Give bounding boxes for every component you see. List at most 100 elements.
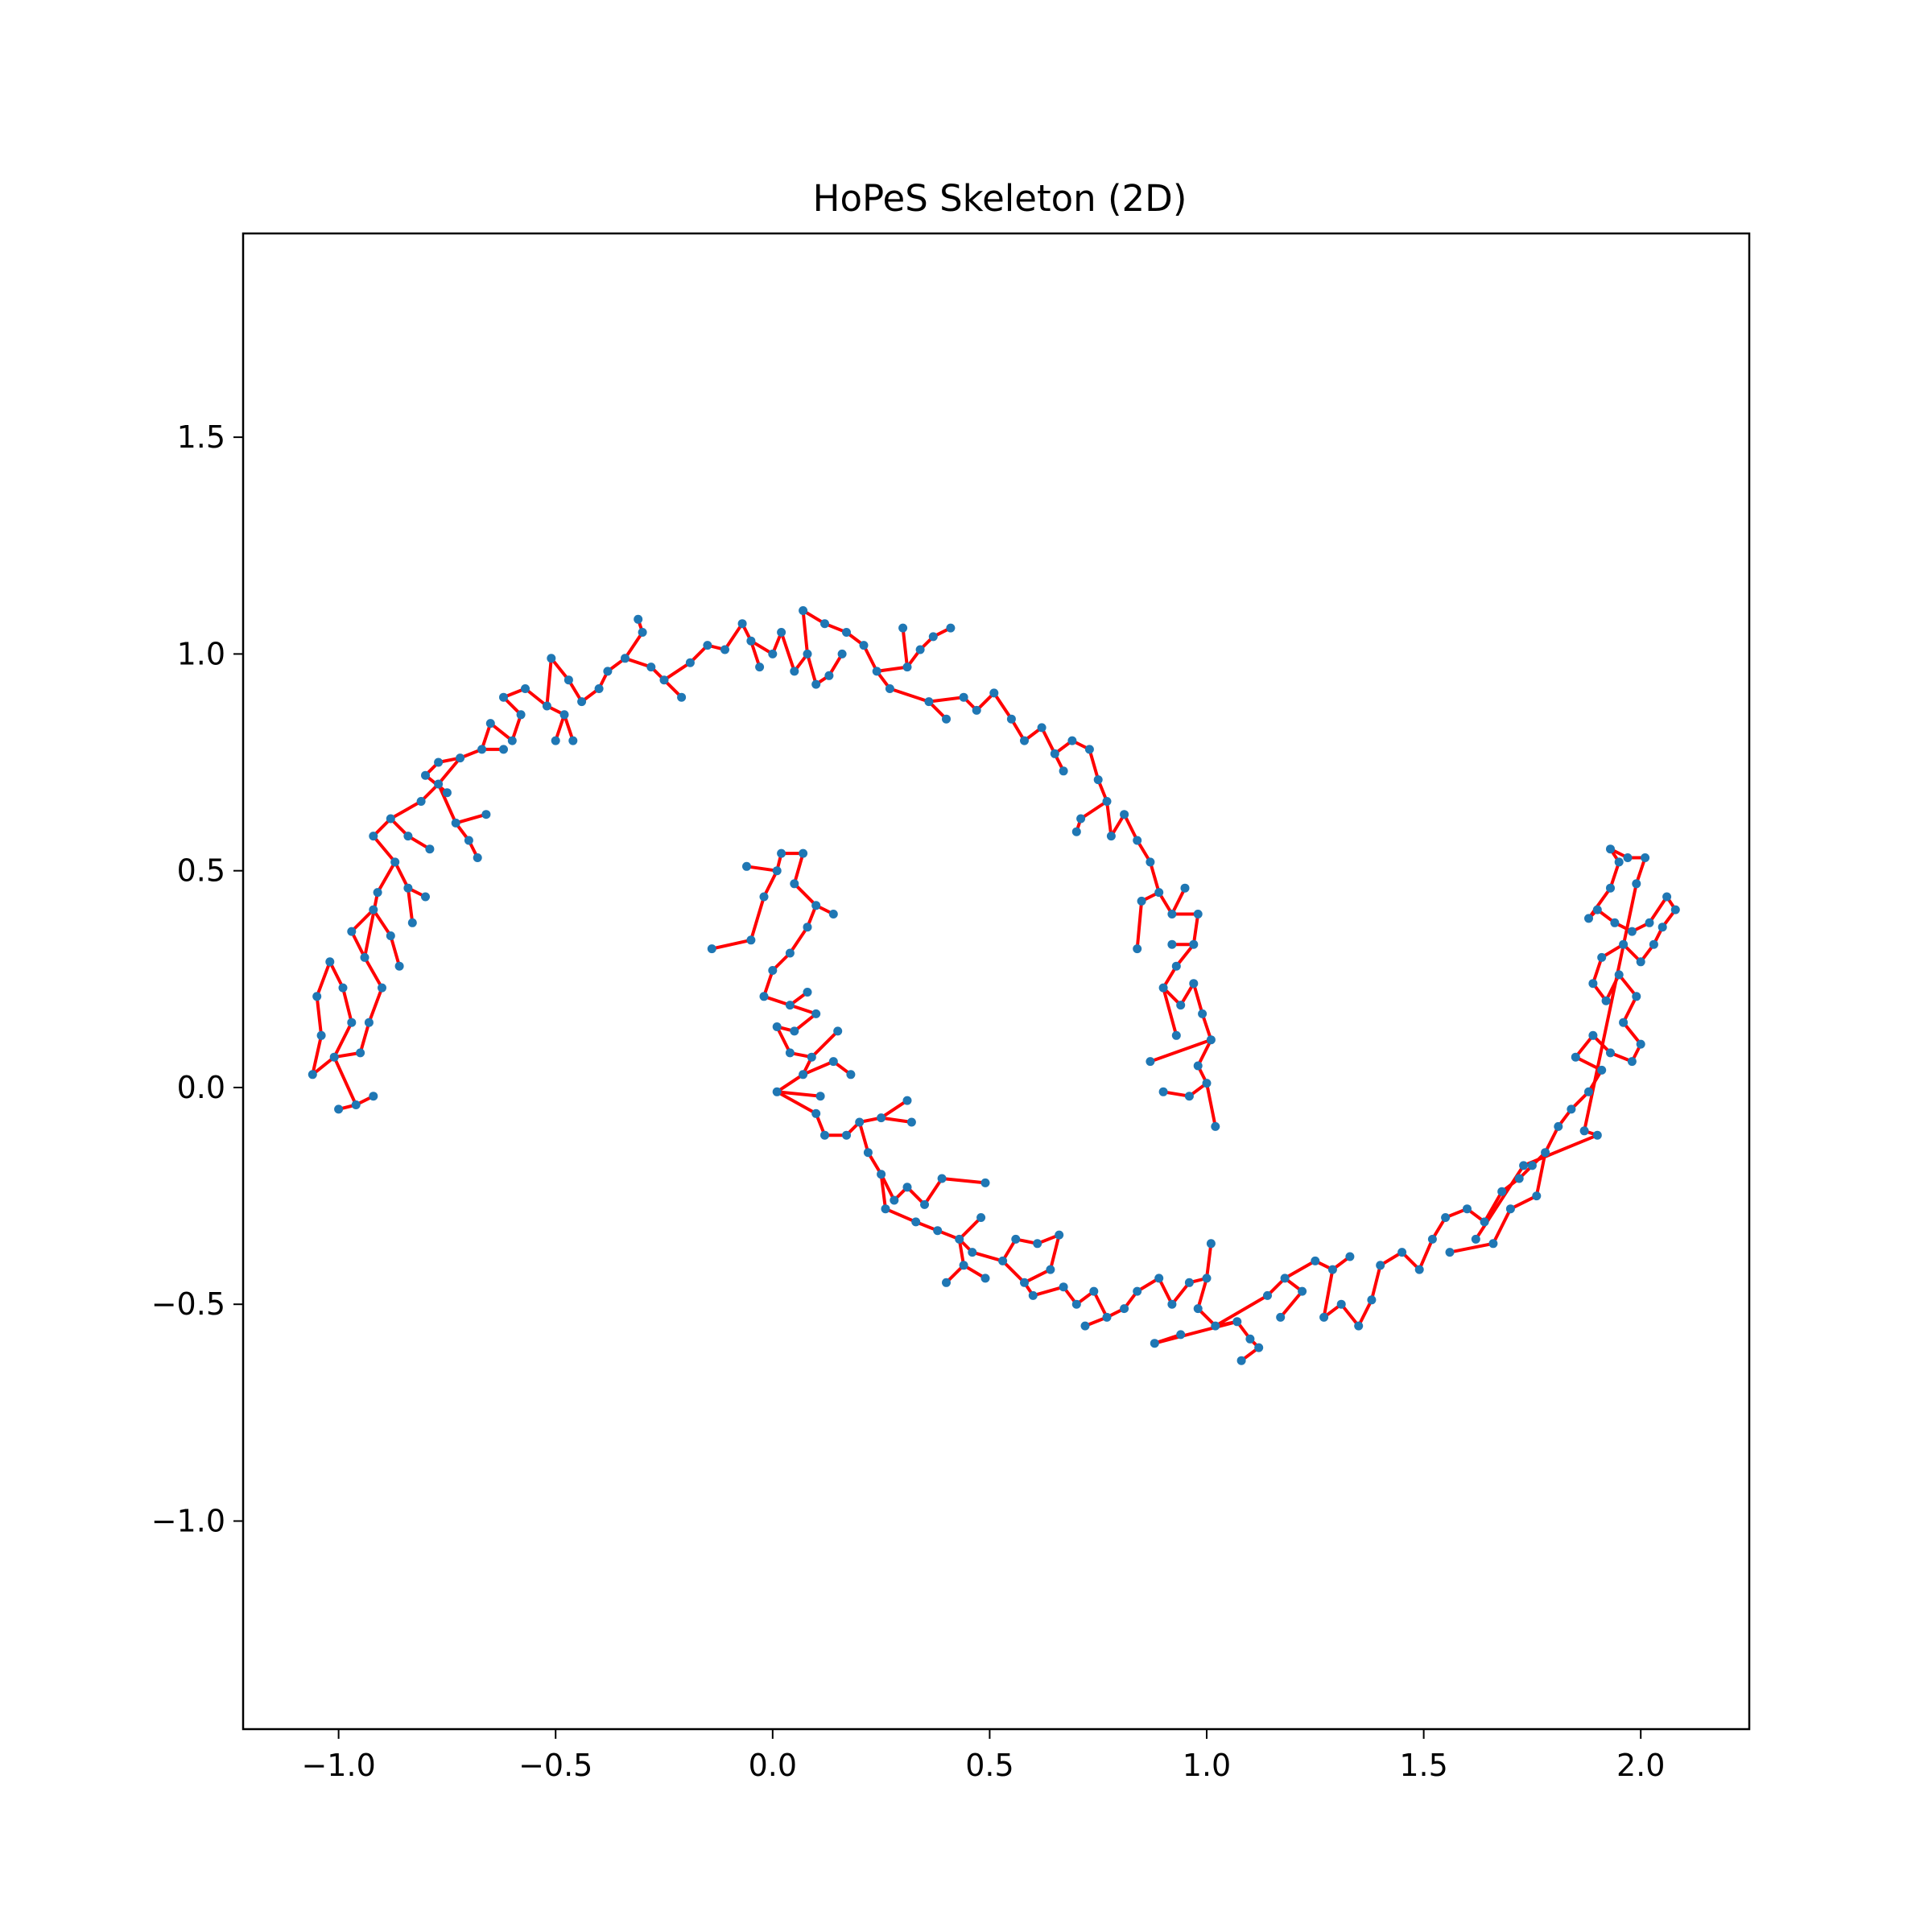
data-point-92	[1059, 766, 1068, 776]
data-point-16	[386, 931, 395, 940]
data-point-223	[1532, 1191, 1542, 1201]
data-point-88	[1006, 714, 1016, 724]
data-point-71	[837, 649, 847, 658]
data-point-140	[811, 1009, 821, 1018]
data-point-183	[1089, 1286, 1099, 1296]
skeleton-edge-181	[1031, 1285, 1066, 1298]
data-point-255	[1606, 844, 1615, 854]
skeleton-edge-112	[1191, 981, 1204, 1016]
skeleton-edge-130	[792, 852, 805, 886]
data-point-118	[1211, 1121, 1220, 1131]
data-point-171	[980, 1274, 990, 1283]
data-point-256	[1623, 853, 1633, 862]
data-point-151	[811, 1108, 821, 1118]
data-point-193	[1193, 1304, 1203, 1314]
data-point-17	[394, 961, 404, 971]
data-point-38	[499, 745, 508, 754]
skeleton-edge-17	[389, 934, 402, 968]
data-point-224	[1505, 1204, 1515, 1214]
data-point-30	[464, 836, 473, 845]
data-point-188	[1154, 1274, 1164, 1283]
y-tick-label-0: −1.0	[151, 1503, 225, 1538]
x-tick-label-6: 2.0	[1616, 1748, 1665, 1783]
data-point-177	[1055, 1230, 1064, 1240]
skeleton-edge-253	[1587, 886, 1612, 920]
data-point-106	[1193, 910, 1203, 919]
data-point-129	[777, 848, 786, 858]
data-point-2	[312, 992, 322, 1001]
data-point-74	[842, 628, 851, 637]
skeleton-edge-125	[749, 895, 766, 942]
data-point-170	[959, 1261, 968, 1270]
data-point-86	[972, 705, 981, 715]
skeleton-edge-91	[1040, 725, 1057, 756]
skeleton-edge-114	[1196, 1038, 1213, 1067]
data-point-239	[1601, 996, 1611, 1005]
skeleton-edge-48	[545, 656, 553, 708]
data-point-28	[434, 779, 444, 789]
data-point-215	[1427, 1234, 1437, 1244]
y-axis: −1.0 −0.5 0.0 0.5 1.0 1.5	[151, 419, 243, 1538]
data-point-153	[842, 1130, 851, 1140]
data-point-60	[703, 641, 712, 650]
data-point-187	[1133, 1286, 1142, 1296]
data-point-220	[1514, 1174, 1524, 1183]
data-point-178	[1046, 1265, 1055, 1274]
skeleton-edge-54	[623, 630, 645, 660]
skeleton-edge-241	[1591, 956, 1604, 985]
skeleton-edge-18	[363, 890, 380, 960]
skeleton-edge-157	[857, 1121, 870, 1154]
data-point-169	[976, 1213, 986, 1222]
data-point-22	[407, 918, 417, 927]
data-point-11	[364, 1018, 374, 1027]
data-point-208	[1319, 1312, 1329, 1322]
data-point-89	[1020, 736, 1029, 745]
data-point-166	[911, 1217, 921, 1227]
data-point-37	[477, 745, 487, 754]
data-point-204	[1276, 1312, 1286, 1322]
data-point-133	[828, 910, 838, 919]
data-point-154	[855, 1117, 865, 1127]
data-point-6	[329, 1052, 339, 1062]
data-point-196	[1245, 1334, 1255, 1344]
data-point-32	[481, 810, 491, 819]
data-point-7	[351, 1100, 361, 1109]
skeleton-edge-105	[1170, 886, 1187, 916]
data-point-245	[1657, 923, 1667, 932]
skeleton-edge-67	[779, 630, 796, 673]
data-point-83	[924, 697, 934, 707]
data-point-219	[1497, 1187, 1507, 1196]
data-point-73	[820, 619, 829, 629]
data-point-144	[807, 1052, 816, 1062]
skeleton-edge-72	[801, 609, 809, 656]
data-point-197	[1254, 1343, 1264, 1352]
data-point-148	[815, 1092, 825, 1101]
data-point-123	[1133, 944, 1142, 954]
data-point-261	[1519, 1161, 1529, 1170]
chart-title: HoPeS Skeleton (2D)	[813, 177, 1187, 220]
skeleton-edge-41	[510, 712, 523, 743]
skeleton-edge-23	[371, 834, 397, 864]
x-tick-label-4: 1.0	[1183, 1748, 1231, 1783]
data-point-163	[937, 1174, 947, 1183]
data-point-31	[473, 853, 482, 862]
data-point-75	[859, 641, 869, 650]
data-point-240	[1588, 979, 1598, 989]
data-point-231	[1571, 1052, 1580, 1062]
data-point-252	[1584, 914, 1593, 923]
data-point-157	[906, 1117, 916, 1127]
data-point-237	[1632, 992, 1641, 1001]
data-point-85	[959, 692, 968, 702]
data-point-102	[1146, 857, 1155, 867]
skeleton-edge-208	[1322, 1268, 1335, 1319]
data-point-14	[347, 927, 357, 936]
skeleton-edge-107	[1191, 912, 1200, 947]
skeleton-edge-12	[367, 986, 384, 1025]
data-point-175	[1011, 1234, 1021, 1244]
skeleton-edge-19	[376, 860, 397, 894]
data-point-58	[677, 692, 687, 702]
data-point-15	[369, 905, 378, 914]
skeleton-edge-62	[723, 621, 745, 651]
data-point-165	[881, 1204, 890, 1214]
data-point-222	[1541, 1148, 1550, 1158]
